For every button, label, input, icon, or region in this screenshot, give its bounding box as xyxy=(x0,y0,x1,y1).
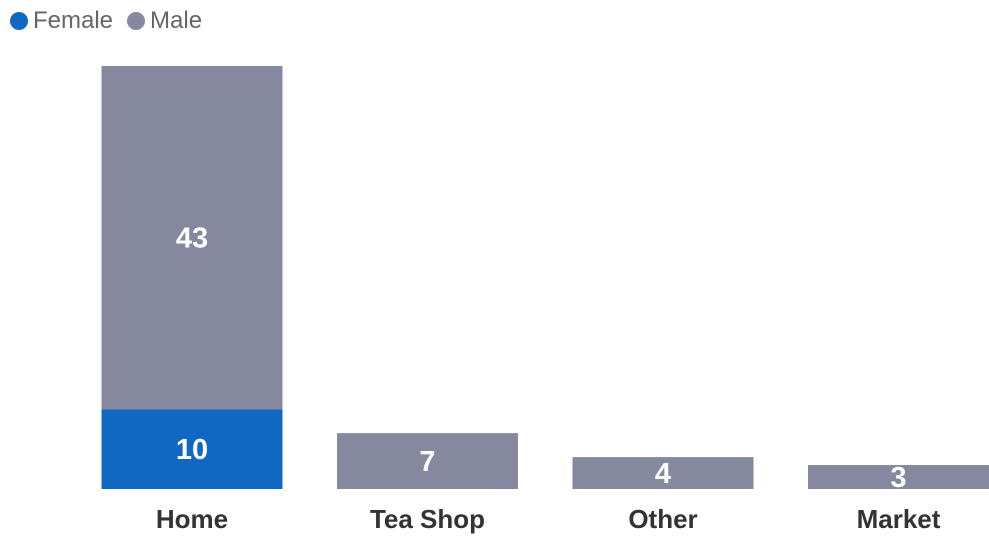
legend-female-dot-icon xyxy=(10,12,28,30)
data-label-other-male: 4 xyxy=(655,458,671,490)
legend: Female Male xyxy=(10,6,202,36)
data-label-market-male: 3 xyxy=(890,462,906,494)
legend-male-label: Male xyxy=(150,7,203,34)
bar-home-female[interactable] xyxy=(101,409,283,489)
x-tick-label-home: Home xyxy=(156,504,228,534)
data-label-home-female: 10 xyxy=(176,434,208,466)
x-tick-label-tea-shop: Tea Shop xyxy=(370,504,485,534)
bar-other-male[interactable] xyxy=(572,457,754,489)
legend-female-label: Female xyxy=(33,7,114,34)
legend-item-male[interactable]: Male xyxy=(127,7,202,35)
data-label-tea-shop-male: 7 xyxy=(419,446,435,478)
legend-male-dot-icon xyxy=(127,12,146,30)
bar-tea-shop-male[interactable] xyxy=(337,433,518,489)
legend-item-female[interactable]: Female xyxy=(10,7,113,35)
bar-market-male[interactable] xyxy=(808,465,989,489)
x-tick-label-market: Market xyxy=(857,504,941,534)
data-label-home-male: 43 xyxy=(176,223,208,255)
bar-home-male[interactable] xyxy=(101,66,283,410)
x-tick-label-other: Other xyxy=(628,504,697,534)
